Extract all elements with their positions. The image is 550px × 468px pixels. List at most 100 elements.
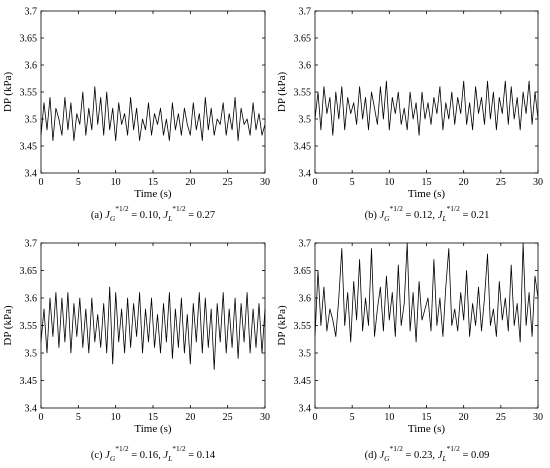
x-tick-label: 30	[260, 412, 270, 423]
x-tick-label: 20	[459, 177, 469, 188]
chart-panel-c: 0 5 10 15 20 25 30 3.4 3.45 3.5 3.55 3.6 3.65 3.7 Time…	[2, 239, 270, 464]
caption-jl-subscript: L	[441, 214, 446, 223]
caption-jg-exponent: *1/2	[115, 444, 129, 453]
y-axis-label: DP (kPa)	[276, 305, 288, 346]
x-tick-label: 30	[533, 412, 543, 423]
caption-jg-exponent: *1/2	[390, 204, 404, 213]
caption-jl-value: = 0.14	[186, 450, 216, 461]
y-tick-label: 3.7	[25, 239, 38, 250]
plot-frame	[314, 242, 539, 409]
caption-jg-value: = 0.16,	[129, 450, 164, 461]
caption-jg-value: = 0.12,	[403, 210, 438, 221]
x-tick-label: 15	[422, 412, 432, 423]
panel-caption: (c) JG*1/2 = 0.16, JL*1/2 = 0.14	[91, 444, 216, 463]
x-tick-label: 10	[111, 412, 121, 423]
caption-jl-symbol: J	[163, 450, 169, 461]
y-tick-label: 3.5	[299, 349, 312, 360]
x-axis-label: Time (s)	[408, 188, 446, 200]
caption-jl-exponent: *1/2	[172, 204, 186, 213]
caption-jl-symbol: J	[438, 450, 444, 461]
caption-jg-exponent: *1/2	[390, 444, 404, 453]
x-tick-label: 5	[76, 177, 81, 188]
caption-jg-value: = 0.10,	[129, 210, 164, 221]
caption-jl-value: = 0.21	[460, 210, 490, 221]
x-tick-label: 25	[223, 412, 233, 423]
y-tick-label: 3.4	[25, 404, 38, 415]
x-tick-label: 5	[350, 177, 355, 188]
x-tick-label: 0	[313, 177, 318, 188]
y-tick-label: 3.45	[294, 142, 312, 153]
caption-prefix: (d)	[365, 450, 380, 461]
y-tick-label: 3.6	[299, 61, 312, 72]
x-tick-label: 15	[148, 412, 158, 423]
x-tick-label: 15	[148, 177, 158, 188]
caption-jg-symbol: J	[105, 450, 111, 461]
y-tick-label: 3.45	[20, 142, 38, 153]
caption-jl-subscript: L	[167, 214, 172, 223]
caption-jl-subscript: L	[441, 454, 446, 463]
y-tick-label: 3.7	[25, 7, 38, 18]
x-tick-label: 10	[384, 412, 394, 423]
panel-caption: (a) JG*1/2 = 0.10, JL*1/2 = 0.27	[91, 204, 215, 223]
y-tick-label: 3.65	[294, 266, 312, 277]
y-tick-label: 3.6	[25, 294, 38, 305]
y-tick-label: 3.5	[25, 115, 38, 126]
caption-prefix: (c)	[91, 450, 105, 461]
plot-frame	[40, 10, 266, 174]
y-tick-label: 3.45	[294, 376, 312, 387]
caption-jg-subscript: G	[384, 454, 390, 463]
y-tick-label: 3.55	[294, 88, 312, 99]
y-tick-label: 3.65	[294, 34, 312, 45]
caption-jl-exponent: *1/2	[172, 444, 186, 453]
x-tick-label: 0	[39, 177, 44, 188]
y-axis-label: DP (kPa)	[2, 305, 14, 346]
chart-panel-a: 0 5 10 15 20 25 30 3.4 3.45 3.5 3.55 3.6 3.65 3.7 Time…	[2, 7, 270, 224]
y-tick-label: 3.65	[20, 34, 38, 45]
y-tick-label: 3.7	[299, 7, 312, 18]
x-tick-label: 30	[533, 177, 543, 188]
y-tick-label: 3.65	[20, 266, 38, 277]
caption-jg-value: = 0.23,	[403, 450, 438, 461]
caption-jl-symbol: J	[438, 210, 444, 221]
y-axis-label: DP (kPa)	[2, 72, 14, 113]
x-axis-label: Time (s)	[408, 423, 446, 435]
x-tick-label: 5	[76, 412, 81, 423]
y-tick-label: 3.55	[294, 321, 312, 332]
caption-jg-symbol: J	[379, 450, 385, 461]
x-tick-label: 15	[422, 177, 432, 188]
y-tick-label: 3.55	[20, 88, 38, 99]
chart-panel-b: 0 5 10 15 20 25 30 3.4 3.45 3.5 3.55 3.6 3.65 3.7 Time…	[276, 7, 543, 224]
x-tick-label: 10	[384, 177, 394, 188]
y-tick-label: 3.4	[299, 169, 312, 180]
series-line	[314, 80, 539, 136]
y-tick-label: 3.6	[25, 61, 38, 72]
y-tick-label: 3.7	[299, 239, 312, 250]
y-axis-label: DP (kPa)	[276, 72, 288, 113]
caption-prefix: (b)	[365, 210, 380, 221]
y-tick-label: 3.55	[20, 321, 38, 332]
x-tick-label: 25	[496, 177, 506, 188]
x-tick-label: 0	[313, 412, 318, 423]
caption-jg-symbol: J	[105, 210, 111, 221]
panel-caption: (b) JG*1/2 = 0.12, JL*1/2 = 0.21	[365, 204, 490, 223]
caption-jl-exponent: *1/2	[447, 444, 461, 453]
x-tick-label: 25	[223, 177, 233, 188]
x-tick-label: 25	[496, 412, 506, 423]
x-tick-label: 30	[260, 177, 270, 188]
caption-jg-subscript: G	[110, 214, 116, 223]
caption-prefix: (a)	[91, 210, 105, 221]
x-tick-label: 10	[111, 177, 121, 188]
series-line	[40, 286, 266, 370]
y-tick-label: 3.5	[25, 349, 38, 360]
y-tick-label: 3.4	[25, 169, 38, 180]
y-tick-label: 3.4	[299, 404, 312, 415]
x-tick-label: 0	[39, 412, 44, 423]
x-tick-label: 20	[185, 177, 195, 188]
caption-jl-subscript: L	[167, 454, 172, 463]
x-axis-label: Time (s)	[134, 423, 172, 435]
caption-jg-subscript: G	[110, 454, 116, 463]
caption-jl-value: = 0.27	[186, 210, 216, 221]
series-line	[40, 86, 266, 142]
x-axis-label: Time (s)	[134, 188, 172, 200]
